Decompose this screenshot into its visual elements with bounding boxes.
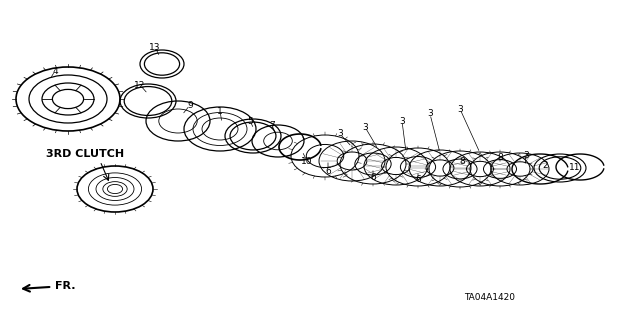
- Text: 3RD CLUTCH: 3RD CLUTCH: [46, 149, 124, 159]
- Text: 10: 10: [301, 157, 313, 166]
- Text: 11: 11: [569, 162, 580, 172]
- Text: 3: 3: [427, 109, 433, 118]
- Text: 3: 3: [399, 116, 405, 125]
- Text: 6: 6: [370, 173, 376, 182]
- Text: 3: 3: [457, 105, 463, 114]
- Text: 3: 3: [337, 130, 343, 138]
- Text: 7: 7: [269, 121, 275, 130]
- Text: 12: 12: [134, 80, 146, 90]
- Text: 6: 6: [415, 175, 421, 184]
- Text: TA04A1420: TA04A1420: [465, 293, 515, 301]
- Text: 9: 9: [187, 100, 193, 109]
- Text: 13: 13: [149, 42, 161, 51]
- Text: 8: 8: [459, 157, 465, 166]
- Text: 8: 8: [497, 152, 503, 161]
- Text: 3: 3: [362, 122, 368, 131]
- Text: 4: 4: [52, 66, 58, 76]
- Text: 1: 1: [217, 107, 223, 115]
- Text: 2: 2: [542, 160, 548, 169]
- Text: FR.: FR.: [23, 281, 76, 292]
- Text: 6: 6: [325, 167, 331, 175]
- Text: 3: 3: [523, 151, 529, 160]
- Text: 5: 5: [247, 116, 253, 125]
